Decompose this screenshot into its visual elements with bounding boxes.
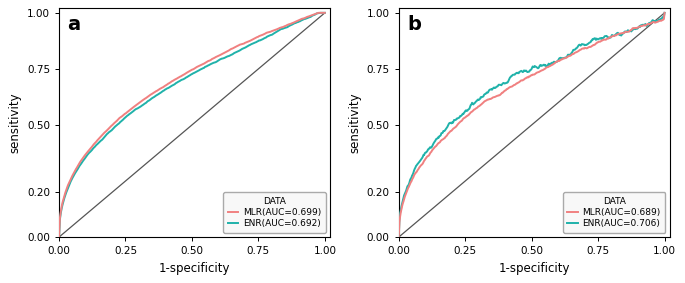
Y-axis label: sensitivity: sensitivity [8,92,21,153]
X-axis label: 1-specificity: 1-specificity [499,262,570,275]
Legend: MLR(AUC=0.689), ENR(AUC=0.706): MLR(AUC=0.689), ENR(AUC=0.706) [563,192,665,233]
Text: a: a [67,15,80,34]
X-axis label: 1-specificity: 1-specificity [159,262,230,275]
Text: b: b [407,15,421,34]
Legend: MLR(AUC=0.699), ENR(AUC=0.692): MLR(AUC=0.699), ENR(AUC=0.692) [223,192,325,233]
Y-axis label: sensitivity: sensitivity [348,92,361,153]
